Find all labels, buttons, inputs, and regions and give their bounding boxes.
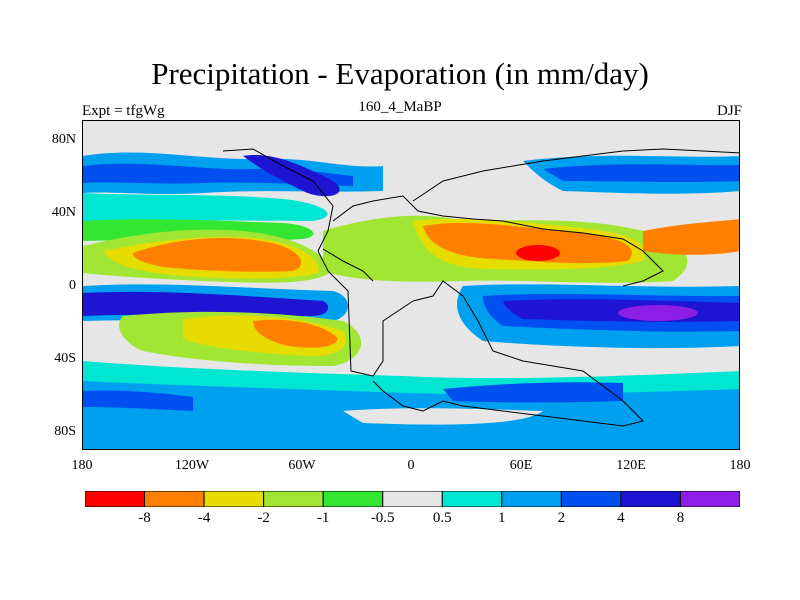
p-e-field-map [83,121,739,449]
colorbar-swatch [679,491,740,507]
colorbar [85,491,740,507]
lon-tick-60w: 60W [288,458,316,473]
lat-tick-80s: 80S [54,424,76,439]
colorbar-swatch [382,491,443,507]
colorbar-swatch [560,491,622,507]
colorbar-swatch [203,491,265,507]
lon-tick-180e: 180 [729,458,751,473]
colorbar-label: -8 [138,510,151,526]
colorbar-label: -0.5 [370,510,395,526]
east-asia-dry [643,219,739,255]
colorbar-swatch [144,491,205,507]
colorbar-swatch [85,491,146,507]
arctic-band [83,121,739,139]
map-plot-area [82,120,740,450]
colorbar-label: -1 [316,510,330,526]
colorbar-label: 1 [498,510,506,526]
south-pacific-dry-core [253,319,338,348]
north-mid-cyan [83,193,328,221]
lat-tick-40s: 40S [54,351,76,366]
colorbar-label: 0.5 [432,510,452,526]
colorbar-swatch [620,491,681,507]
lat-tick-40n: 40N [51,205,76,220]
north-asia-wet-core [543,164,739,182]
colorbar-label: -4 [197,510,211,526]
colorbar-swatch [322,491,384,507]
south-indian-wet-core [443,382,623,403]
colorbar-swatch [501,491,562,507]
gondwana-south-coast [372,280,644,427]
colorbar-swatch [441,491,503,507]
indian-ocean-extreme-wet [618,305,698,321]
lat-tick-80n: 80N [51,132,76,147]
experiment-label: Expt = tfgWg [82,103,165,119]
north-pacific-dry-core [133,238,302,272]
colorbar-label: -2 [257,510,270,526]
lon-tick-60e: 60E [509,458,533,473]
map-title: Precipitation - Evaporation (in mm/day) [151,56,649,91]
colorbar-label: 8 [676,510,685,526]
season-label: DJF [716,103,742,119]
north-america-wet [243,155,340,197]
colorbar-label: 2 [557,510,566,526]
southern-ocean-wet-core [83,390,193,411]
continent-outlines [222,148,739,427]
pangea-west-coast [222,148,414,377]
lon-tick-120w: 120W [174,458,210,473]
colorbar-swatch [263,491,324,507]
inland-margin [322,248,374,282]
southern-neutral-patch [343,408,543,425]
equatorial-pacific-wet-core [83,291,329,316]
lat-tick-0: 0 [69,278,76,293]
lon-tick-180w: 180 [71,458,93,473]
eurasia-north-coast [412,148,739,202]
eurasia-extreme-dry [516,245,560,261]
lon-tick-120e: 120E [616,458,646,473]
tethys-north-coast [332,195,664,287]
lon-tick-0: 0 [407,458,415,473]
colorbar-label: 4 [617,510,625,526]
period-label: 160_4_MaBP [358,99,442,115]
